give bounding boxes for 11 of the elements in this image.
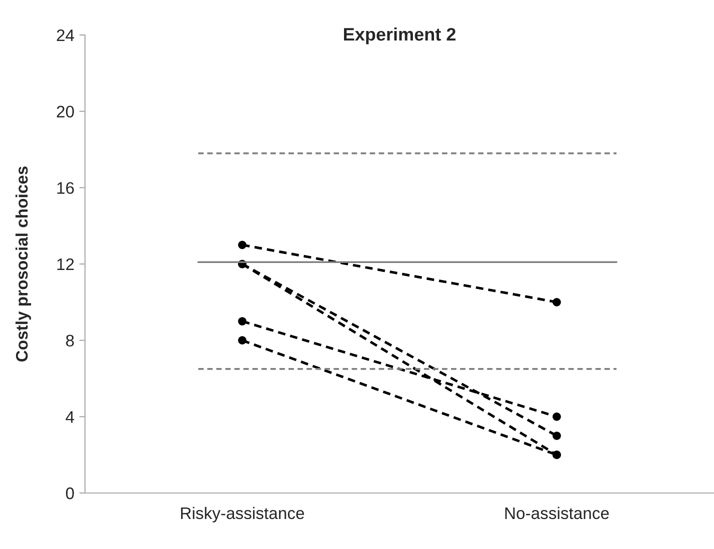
- y-tick-label: 4: [66, 411, 74, 423]
- x-tick-label: No-assistance: [505, 506, 609, 520]
- y-tick-label: 0: [66, 487, 74, 500]
- x-tick-label: Risky-assistance: [181, 506, 304, 522]
- chart-title: Experiment 2: [344, 27, 456, 44]
- y-tick-label: 24: [56, 29, 74, 42]
- y-tick-label: 16: [57, 182, 74, 194]
- y-tick-label: 8: [66, 334, 74, 347]
- y-axis-title: Costly prosocial choices: [16, 166, 32, 362]
- y-tick-label: 20: [56, 106, 74, 118]
- y-tick-label: 12: [57, 258, 74, 270]
